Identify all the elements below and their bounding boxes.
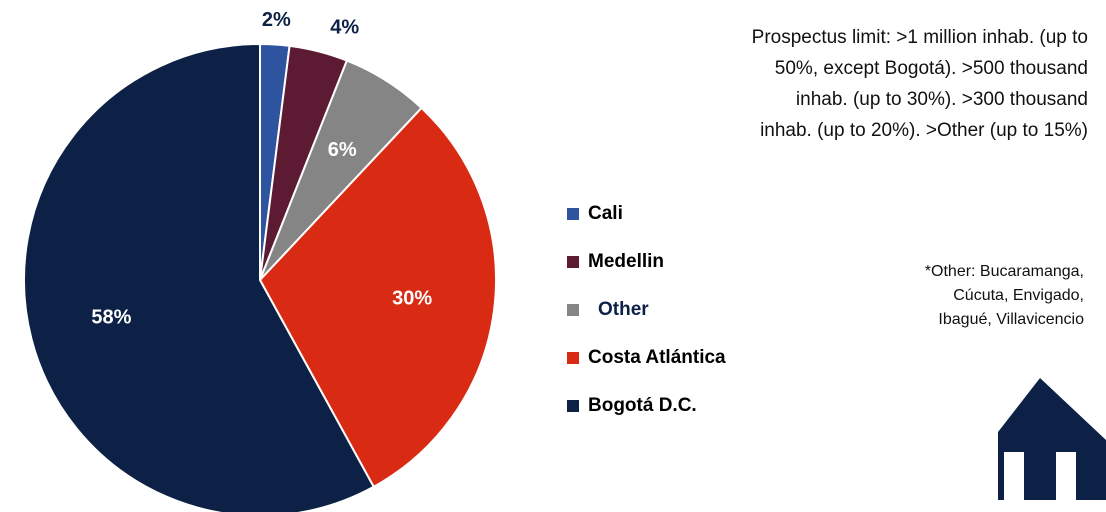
logo-shape bbox=[998, 378, 1106, 500]
legend-label: Other bbox=[598, 299, 649, 320]
data-label: 4% bbox=[330, 16, 359, 38]
note-text: inhab. (up to 20%). >Other (up to 15%) bbox=[760, 120, 1088, 141]
legend-label: Medellin bbox=[588, 251, 664, 272]
legend-swatch bbox=[567, 352, 579, 364]
data-label: 6% bbox=[328, 139, 357, 161]
pie-slice bbox=[23, 42, 376, 512]
legend-label: Costa Atlántica bbox=[588, 347, 726, 368]
footnote-text: Cúcuta, Envigado, bbox=[953, 287, 1084, 304]
legend-swatch bbox=[567, 304, 579, 316]
note-text: Prospectus limit: >1 million inhab. (up … bbox=[752, 27, 1088, 48]
logo bbox=[998, 378, 1106, 500]
data-label: 2% bbox=[262, 9, 291, 31]
legend-swatch bbox=[567, 208, 579, 220]
legend-label: Cali bbox=[588, 203, 623, 224]
legend-label: Bogotá D.C. bbox=[588, 395, 697, 416]
legend-swatch bbox=[567, 400, 579, 412]
note-text: 50%, except Bogotá). >500 thousand bbox=[775, 58, 1088, 79]
footnote-text: *Other: Bucaramanga, bbox=[925, 263, 1084, 280]
data-label: 58% bbox=[91, 306, 131, 328]
data-label: 30% bbox=[392, 288, 432, 310]
pie-slice bbox=[258, 106, 497, 489]
footnote-text: Ibagué, Villavicencio bbox=[938, 311, 1084, 328]
note-text: inhab. (up to 30%). >300 thousand bbox=[796, 89, 1088, 110]
legend-swatch bbox=[567, 256, 579, 268]
